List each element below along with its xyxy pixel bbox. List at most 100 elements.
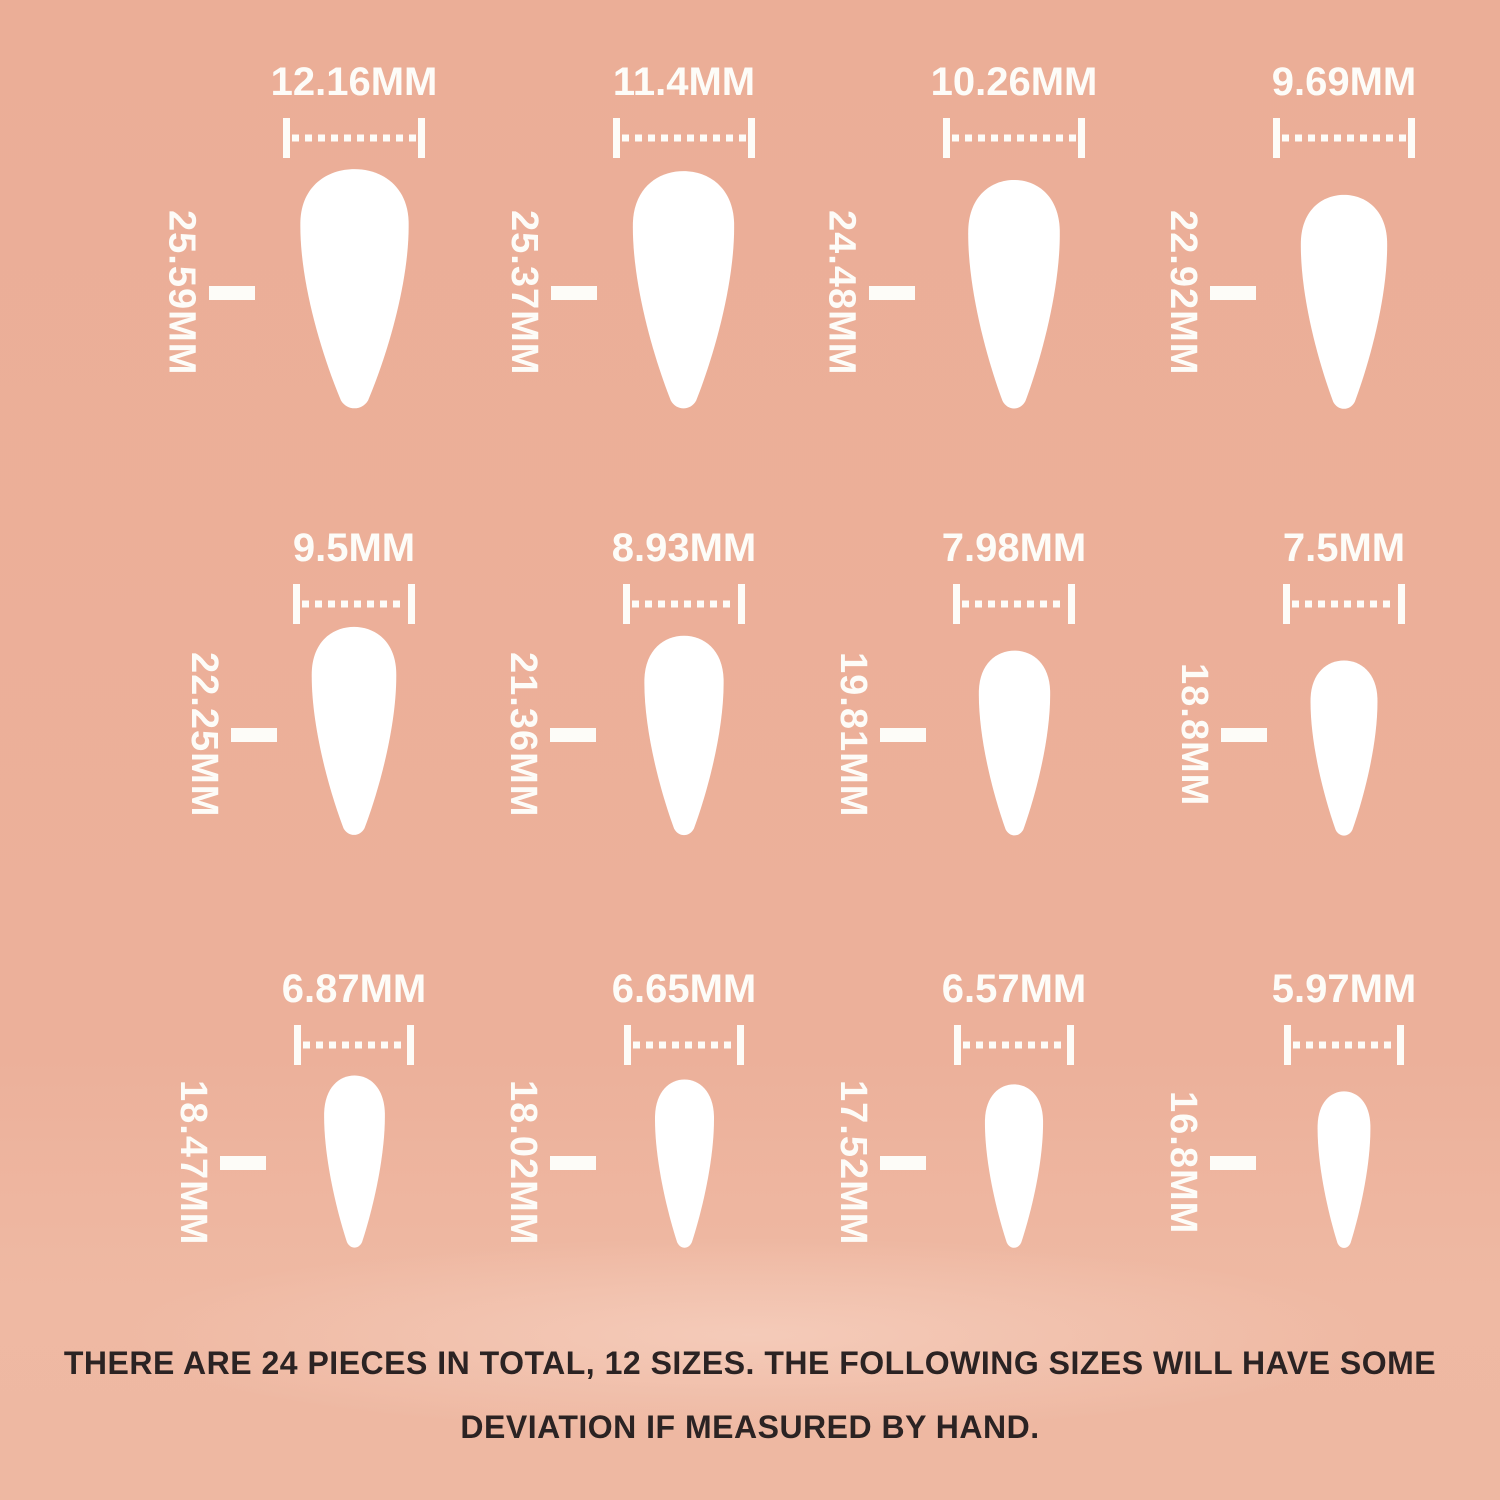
nail-size-cell: 25.37MM 11.4MM [465,62,795,413]
width-measure-line [283,118,425,158]
nail-size-cell: 22.92MM 9.69MM [1125,62,1455,413]
nail-shape [311,626,397,835]
height-label: 16.8MM [1161,1091,1204,1235]
nail-shape [1300,194,1388,409]
width-label: 5.97MM [1271,967,1417,1011]
nail-size-cell: 18.8MM 7.5MM [1125,528,1455,839]
nail-grid: 25.59MM 12.16MM 25.37MM 11.4MM [135,0,1455,1251]
height-measure: 18.8MM [1172,631,1267,839]
height-measure: 16.8MM [1161,1075,1256,1251]
height-measure: 18.02MM [501,1075,596,1251]
nail-shape [299,169,409,409]
nail-shape [1310,660,1378,836]
width-measure-line [613,118,755,158]
nail-column: 8.93MM [611,526,757,839]
height-label: 19.81MM [831,652,874,818]
height-label: 22.92MM [1161,210,1204,376]
nail-shape [644,635,724,836]
width-label: 6.87MM [281,967,427,1011]
width-label: 6.65MM [611,967,757,1011]
nail-size-cell: 25.59MM 12.16MM [135,62,465,413]
height-label: 21.36MM [501,652,544,818]
horizontal-dashed-line [303,1041,405,1049]
height-label: 24.48MM [820,210,863,376]
height-measure: 25.37MM [502,173,597,413]
horizontal-dashed-line [302,600,406,608]
horizontal-dashed-line [621,134,746,142]
nail-column: 5.97MM [1271,967,1417,1251]
height-measure: 25.59MM [160,173,255,413]
nail-column: 7.5MM [1283,528,1405,839]
height-measure: 21.36MM [501,631,596,839]
horizontal-dashed-line [1292,600,1396,608]
horizontal-dashed-line [1282,134,1406,142]
horizontal-dashed-line [963,1041,1065,1049]
width-measure-line [293,584,415,624]
horizontal-dashed-line [292,134,416,142]
nail-shape [1317,1091,1371,1248]
width-measure-line [943,118,1085,158]
height-label: 18.8MM [1172,663,1215,807]
nail-column: 7.98MM [941,526,1087,839]
horizontal-dashed-line [962,600,1066,608]
nail-size-cell: 17.52MM 6.57MM [795,969,1125,1251]
height-measure: 24.48MM [820,173,915,413]
nail-shape [323,1075,385,1248]
horizontal-dashed-line [952,134,1076,142]
footer-line-2: DEVIATION IF MEASURED BY HAND. [460,1409,1040,1445]
nail-size-cell: 19.81MM 7.98MM [795,528,1125,839]
nail-shape [968,179,1060,409]
height-label: 18.02MM [501,1080,544,1246]
height-measure: 22.25MM [182,631,277,839]
width-measure-line [953,584,1075,624]
height-label: 17.52MM [831,1080,874,1246]
nail-column: 6.65MM [611,967,757,1251]
nail-size-cell: 24.48MM 10.26MM [795,62,1125,413]
width-measure-line [1284,1025,1404,1065]
nail-column: 10.26MM [930,60,1098,413]
nail-column: 9.69MM [1271,60,1417,413]
nail-column: 9.5MM [293,528,415,839]
width-label: 12.16MM [270,60,438,104]
height-label: 18.47MM [171,1080,214,1246]
nail-shape [978,650,1050,836]
nail-shape [984,1084,1044,1248]
horizontal-dashed-line [632,600,736,608]
height-measure: 18.47MM [171,1075,266,1251]
height-label: 25.37MM [502,210,545,376]
width-label: 7.98MM [941,526,1087,570]
width-label: 6.57MM [941,967,1087,1011]
width-label: 9.69MM [1271,60,1417,104]
width-measure-line [624,1025,744,1065]
nail-column: 12.16MM [270,60,438,413]
nail-size-cell: 22.25MM 9.5MM [135,528,465,839]
nail-size-cell: 18.47MM 6.87MM [135,969,465,1251]
nail-size-cell: 16.8MM 5.97MM [1125,969,1455,1251]
width-label: 11.4MM [612,60,756,104]
width-measure-line [623,584,745,624]
width-measure-line [1283,584,1405,624]
height-label: 25.59MM [160,210,203,376]
nail-column: 6.57MM [941,967,1087,1251]
width-label: 9.5MM [292,526,416,570]
nail-shape [633,171,735,409]
nail-shape [654,1079,714,1248]
width-measure-line [1273,118,1415,158]
footer-note: THERE ARE 24 PIECES IN TOTAL, 12 SIZES. … [0,1331,1500,1459]
nail-column: 6.87MM [281,967,427,1251]
nail-column: 11.4MM [613,62,755,413]
nail-size-cell: 21.36MM 8.93MM [465,528,795,839]
horizontal-dashed-line [1293,1041,1395,1049]
height-label: 22.25MM [182,652,225,818]
nail-size-cell: 18.02MM 6.65MM [465,969,795,1251]
width-label: 7.5MM [1282,526,1406,570]
width-measure-line [294,1025,414,1065]
width-label: 10.26MM [930,60,1098,104]
width-label: 8.93MM [611,526,757,570]
width-measure-line [954,1025,1074,1065]
height-measure: 17.52MM [831,1075,926,1251]
footer-line-1: THERE ARE 24 PIECES IN TOTAL, 12 SIZES. … [63,1345,1437,1381]
height-measure: 19.81MM [831,631,926,839]
horizontal-dashed-line [633,1041,735,1049]
